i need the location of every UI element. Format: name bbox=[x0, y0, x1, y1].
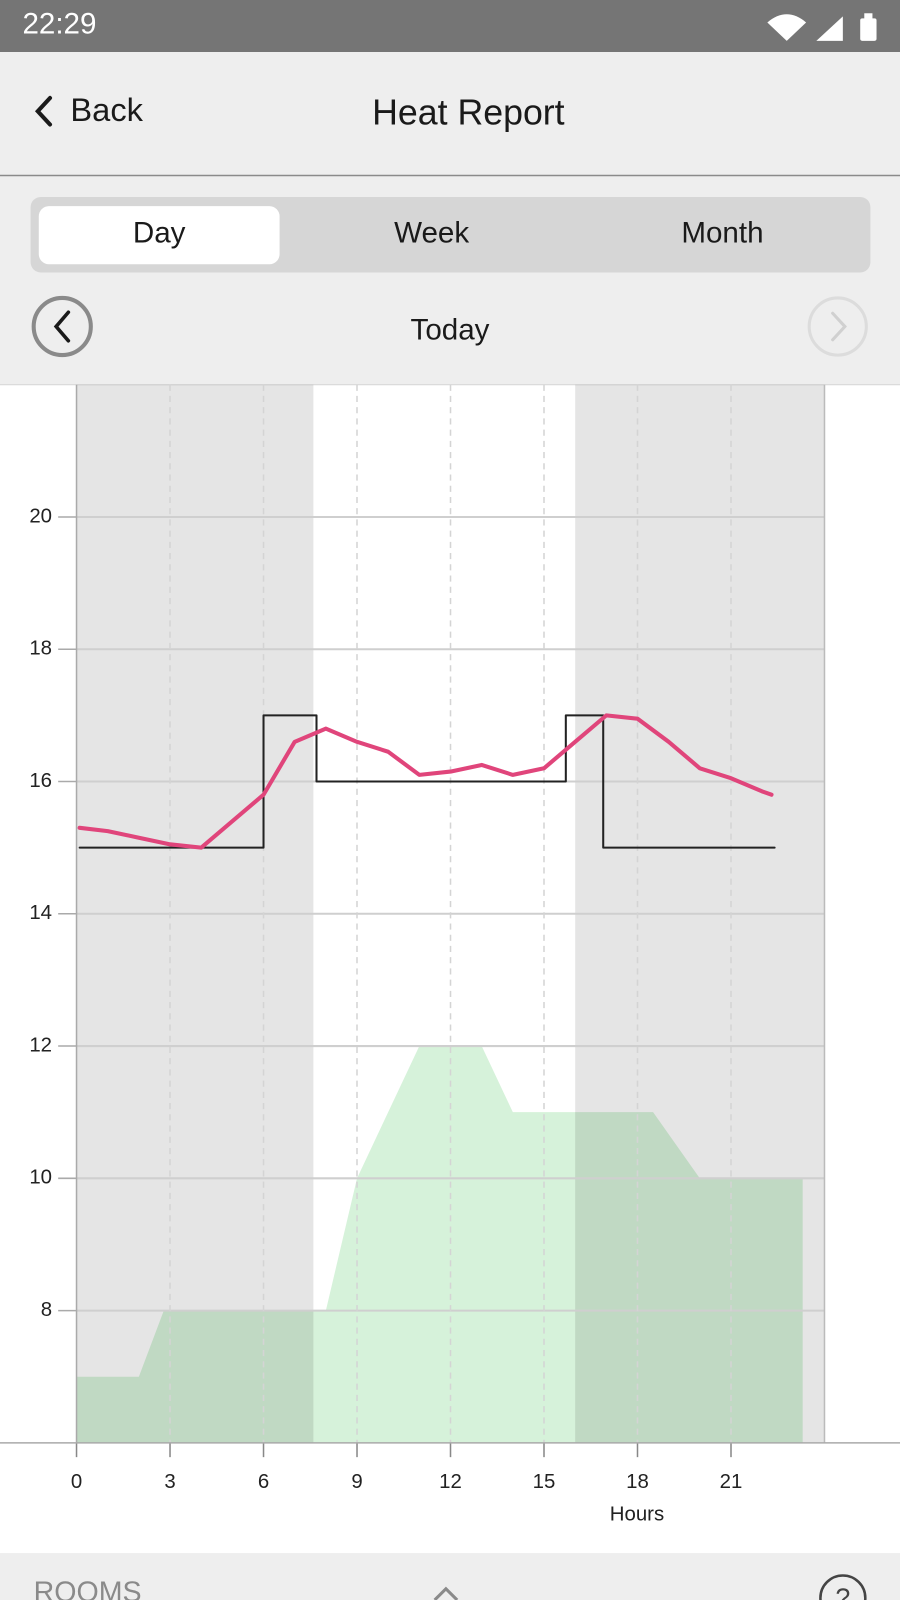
help-circle[interactable] bbox=[819, 1574, 867, 1600]
x-axis-label: Hours bbox=[610, 1504, 664, 1526]
prev-button[interactable] bbox=[31, 295, 93, 358]
x-tick-label: 6 bbox=[258, 1471, 269, 1493]
tab[interactable]: Day bbox=[133, 217, 186, 250]
prev-circle[interactable] bbox=[31, 295, 93, 358]
help-icon[interactable]: ? bbox=[835, 1583, 850, 1600]
period-label: Today bbox=[411, 313, 490, 346]
status-time: 22:29 bbox=[22, 7, 96, 40]
y-tick-label: 14 bbox=[29, 902, 52, 924]
x-tick-label: 9 bbox=[351, 1471, 362, 1493]
back-button[interactable]: Back bbox=[34, 91, 144, 128]
setpoint-line bbox=[78, 714, 776, 849]
selected-tab-bg bbox=[38, 206, 280, 265]
back-label[interactable]: Back bbox=[70, 91, 143, 128]
x-tick-label: 15 bbox=[533, 1471, 556, 1493]
demand-area bbox=[76, 1046, 803, 1443]
tab[interactable]: Month bbox=[681, 217, 763, 250]
y-tick-label: 12 bbox=[29, 1034, 52, 1056]
y-tick-label: 20 bbox=[29, 505, 52, 527]
y-tick-label: 16 bbox=[29, 770, 52, 792]
prev-chevron bbox=[53, 310, 71, 343]
y-tick-label: 8 bbox=[41, 1299, 52, 1321]
x-tick-label: 0 bbox=[71, 1471, 82, 1493]
chart: 8 10 12 14 16 18 20 0 3 6 9 12 15 18 21 Hours bbox=[0, 384, 900, 1526]
temperature-line bbox=[77, 713, 774, 850]
x-tick-label: 21 bbox=[720, 1471, 743, 1493]
tab[interactable]: Week bbox=[394, 217, 469, 250]
x-tick-label: 12 bbox=[439, 1471, 462, 1493]
rooms-label[interactable]: ROOMS bbox=[34, 1576, 142, 1600]
next-chevron bbox=[831, 311, 847, 342]
next-button[interactable] bbox=[807, 296, 868, 357]
status-bar bbox=[0, 0, 900, 53]
x-tick-label: 18 bbox=[626, 1471, 649, 1493]
y-tick-label: 18 bbox=[29, 638, 52, 660]
page-title: Heat Report bbox=[372, 93, 565, 133]
y-tick-label: 10 bbox=[29, 1167, 52, 1189]
expand-chevron[interactable] bbox=[433, 1586, 459, 1600]
next-circle[interactable] bbox=[807, 296, 868, 357]
back-chevron bbox=[34, 95, 53, 127]
x-tick-label: 3 bbox=[164, 1471, 175, 1493]
